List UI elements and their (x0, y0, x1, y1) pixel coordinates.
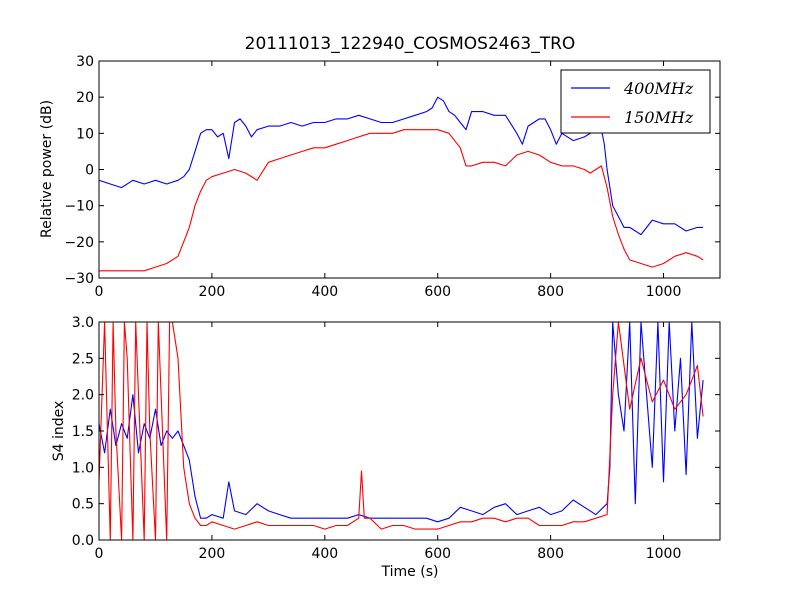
s4-series-150mhz (99, 322, 704, 540)
s4-series-group (99, 322, 704, 540)
legend-label-150mhz: 150MHz (624, 108, 694, 127)
legend-box (560, 69, 711, 134)
power-x-tick-label: 800 (537, 284, 564, 300)
legend-label-400mhz: 400MHz (623, 79, 694, 98)
power-x-tick-label: 1000 (646, 284, 682, 300)
power-y-tick-label: 10 (76, 126, 94, 142)
power-y-tick-label: −20 (64, 235, 94, 251)
figure-title: 20111013_122940_COSMOS2463_TRO (245, 34, 576, 54)
s4-y-tick-label: 1.0 (72, 460, 94, 476)
s4-x-tick-label: 200 (199, 546, 226, 562)
power-y-tick-label: 0 (85, 163, 94, 179)
legend: 400MHz 150MHz (560, 69, 711, 134)
power-series-150mhz (99, 129, 704, 272)
s4-y-tick-label: 2.5 (72, 351, 94, 367)
power-y-tick-label: 20 (76, 90, 94, 106)
power-plot-frame (98, 60, 721, 279)
s4-y-tick-label: 0.5 (72, 497, 94, 513)
s4-x-tick-label: 0 (95, 546, 104, 562)
power-y-axis-label: Relative power (dB) (39, 100, 55, 238)
s4-plot-area (99, 322, 720, 540)
s4-y-tick-label: 1.5 (72, 424, 94, 440)
power-y-tick-label: −30 (64, 271, 94, 287)
s4-x-tick-label: 800 (537, 546, 564, 562)
power-x-tick-label: 0 (95, 284, 104, 300)
power-y-tick-label: 30 (76, 54, 94, 70)
s4-x-tick-label: 600 (424, 546, 451, 562)
s4-y-tick-label: 3.0 (72, 315, 94, 331)
power-y-tick-label: −10 (64, 199, 94, 215)
s4-x-tick-label: 1000 (646, 546, 682, 562)
s4-x-axis-label: Time (s) (381, 564, 439, 580)
s4-ticks-group: 0 200 400 600 800 1000 0.0 0.5 1.0 1.5 2.0 2.5 3.0 (72, 315, 720, 562)
s4-y-axis-label: S4 index (51, 401, 67, 462)
s4-plot-frame (98, 321, 721, 541)
power-series-400mhz (99, 96, 704, 236)
power-x-tick-label: 200 (199, 284, 226, 300)
power-series-group (99, 96, 704, 272)
power-x-tick-label: 400 (311, 284, 338, 300)
power-panel: 0 200 400 600 800 1000 −30 −20 −10 0 10 20 30 Relati… (39, 54, 721, 300)
power-x-tick-label: 600 (424, 284, 451, 300)
s4-x-tick-label: 400 (311, 546, 338, 562)
s4-y-tick-label: 0.0 (72, 533, 94, 549)
s4-panel: 0 200 400 600 800 1000 0.0 0.5 1.0 1.5 2.0 2.5 3.0 S… (51, 315, 721, 580)
s4-y-tick-label: 2.0 (72, 388, 94, 404)
power-ticks-group: 0 200 400 600 800 1000 −30 −20 −10 0 10 20 30 (64, 54, 720, 300)
